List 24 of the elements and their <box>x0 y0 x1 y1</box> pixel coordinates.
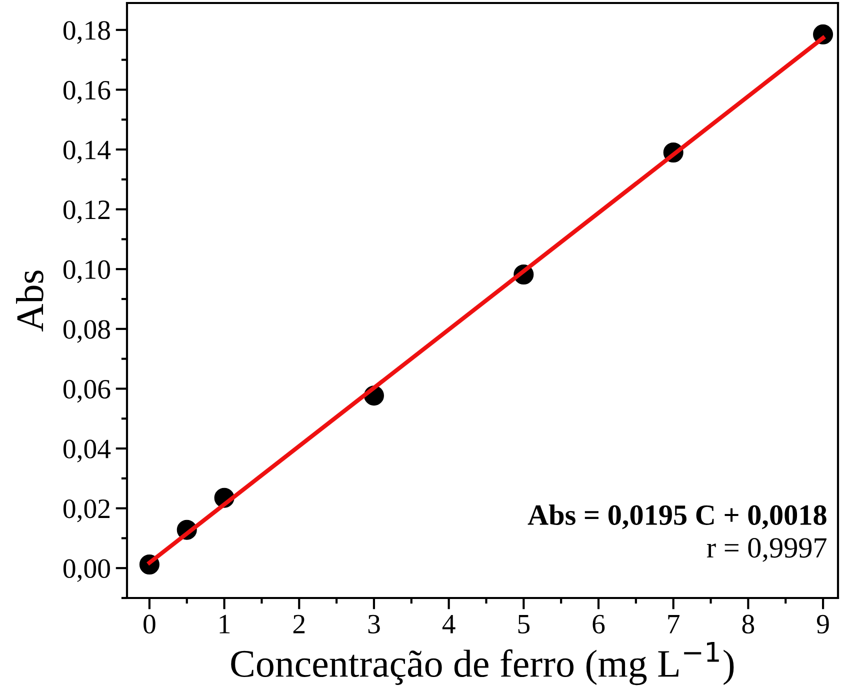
y-axis-title: Abs <box>16 270 44 332</box>
x-tick-label: 9 <box>816 614 829 634</box>
x-tick-label: 3 <box>368 614 380 634</box>
y-tick-label: 0,00 <box>63 559 110 582</box>
y-tick-label: 0,06 <box>63 380 110 403</box>
y-tick-label: 0,04 <box>63 440 111 462</box>
annotation: Abs = 0,0195 C + 0,0018 <box>528 504 826 530</box>
x-tick-label: 7 <box>668 615 680 634</box>
annotation: r = 0,9997 <box>706 538 826 562</box>
x-tick-label: 2 <box>293 614 305 634</box>
x-tick-label: 8 <box>742 614 754 634</box>
y-tick-label: 0,14 <box>63 140 111 164</box>
y-tick-label: 0,08 <box>63 320 110 343</box>
y-tick-label: 0,12 <box>63 200 110 224</box>
y-tick-label: 0,02 <box>63 499 110 522</box>
x-tick-label: 6 <box>592 614 605 634</box>
x-tick-label: 0 <box>144 614 156 634</box>
x-tick-label: 5 <box>518 615 530 634</box>
y-tick-label: 0,10 <box>63 260 110 284</box>
y-tick-label: 0,16 <box>63 80 110 104</box>
x-axis-title: Concentração de ferro (mg L$^{−1}$) <box>231 642 734 686</box>
y-tick-label: 0,18 <box>63 21 110 44</box>
x-tick-label: 4 <box>442 614 456 634</box>
x-tick-label: 1 <box>220 614 230 634</box>
